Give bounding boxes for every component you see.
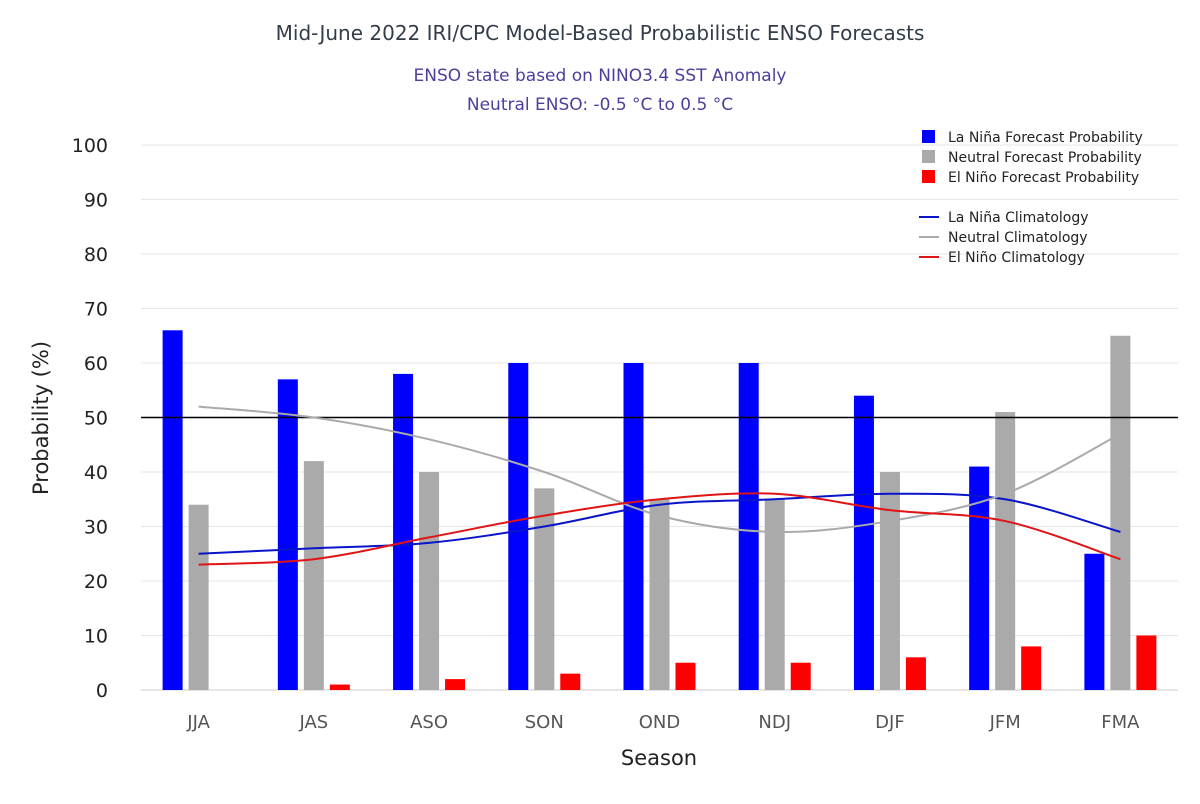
x-tick-label-son: SON xyxy=(525,712,564,733)
la-nina-bar-ond xyxy=(623,363,644,690)
neutral-bar-fma xyxy=(1110,335,1131,690)
x-tick-label-fma: FMA xyxy=(1101,712,1140,733)
legend-swatch-la-nina-forecast-probability xyxy=(922,130,935,143)
y-axis-ticks: 0 10 20 30 40 50 60 70 80 90 100 xyxy=(72,135,108,702)
neutral-bar-djf xyxy=(879,472,900,690)
y-axis-title: Probability (%) xyxy=(29,341,53,495)
y-tick-label: 90 xyxy=(84,190,108,212)
x-tick-label-ndj: NDJ xyxy=(758,712,791,733)
la-nina-climatology-line xyxy=(198,492,1121,555)
neutral-bar-ndj xyxy=(764,499,785,690)
y-tick-label: 30 xyxy=(84,517,108,539)
neutral-bar-jfm xyxy=(995,412,1016,690)
el-nino-climatology-line xyxy=(198,492,1121,566)
neutral-bar-son xyxy=(534,488,555,690)
x-tick-label-djf: DJF xyxy=(875,712,905,733)
el-nino-bar-aso xyxy=(445,679,466,690)
neutral-bar-ond xyxy=(649,499,670,690)
el-nino-bar-djf xyxy=(905,657,926,690)
legend-swatch-el-nino-forecast-probability xyxy=(922,170,935,183)
y-tick-label: 50 xyxy=(84,408,108,430)
neutral-bar-jas xyxy=(303,461,324,690)
y-tick-label: 40 xyxy=(84,462,108,484)
y-tick-label: 70 xyxy=(84,299,108,321)
el-nino-bar-son xyxy=(560,673,581,690)
chart-subtitle-line-1: ENSO state based on NINO3.4 SST Anomaly xyxy=(413,66,786,86)
neutral-bar-jja xyxy=(188,504,209,690)
neutral-bar-aso xyxy=(419,472,440,690)
y-tick-label: 10 xyxy=(84,626,108,648)
y-tick-label: 20 xyxy=(84,571,108,593)
el-nino-bar-ond xyxy=(675,662,696,690)
x-tick-label-jja: JJA xyxy=(186,712,210,733)
y-tick-label: 100 xyxy=(72,135,108,157)
el-nino-bar-ndj xyxy=(790,662,811,690)
neutral-climatology-line xyxy=(198,405,1121,534)
legend-label-neutral-forecast-probability: Neutral Forecast Probability xyxy=(948,150,1142,166)
la-nina-bar-jfm xyxy=(969,466,990,690)
el-nino-bar-jfm xyxy=(1021,646,1042,690)
el-nino-bar-jas xyxy=(329,684,350,690)
legend-label-el-nino-climatology: El Niño Climatology xyxy=(948,250,1085,266)
la-nina-bar-fma xyxy=(1084,553,1105,690)
chart-title: Mid-June 2022 IRI/CPC Model-Based Probab… xyxy=(276,21,925,45)
y-tick-label: 0 xyxy=(96,680,108,702)
la-nina-bar-jas xyxy=(277,379,298,690)
la-nina-bar-son xyxy=(508,363,529,690)
legend-label-la-nina-climatology: La Niña Climatology xyxy=(948,210,1089,226)
legend: La Niña Forecast Probability Neutral Fore… xyxy=(919,130,1143,266)
x-tick-label-jfm: JFM xyxy=(989,712,1021,733)
legend-label-neutral-climatology: Neutral Climatology xyxy=(948,230,1088,246)
la-nina-bar-aso xyxy=(393,373,414,690)
legend-label-el-nino-forecast-probability: El Niño Forecast Probability xyxy=(948,170,1139,186)
x-tick-label-jas: JAS xyxy=(298,712,328,733)
x-axis-title: Season xyxy=(621,746,697,770)
y-tick-label: 60 xyxy=(84,353,108,375)
climatology-lines xyxy=(198,405,1121,566)
forecast-bars xyxy=(141,330,1178,690)
legend-swatch-neutral-forecast-probability xyxy=(922,150,935,163)
la-nina-bar-djf xyxy=(853,395,874,690)
y-tick-label: 80 xyxy=(84,244,108,266)
x-axis-ticks: JJA JAS ASO SON OND NDJ DJF JFM FMA xyxy=(186,712,1140,733)
el-nino-bar-fma xyxy=(1136,635,1157,690)
la-nina-bar-ndj xyxy=(738,363,759,690)
x-tick-label-ond: OND xyxy=(639,712,681,733)
x-tick-label-aso: ASO xyxy=(410,712,448,733)
legend-label-la-nina-forecast-probability: La Niña Forecast Probability xyxy=(948,130,1143,146)
la-nina-bar-jja xyxy=(162,330,183,690)
chart-subtitle-line-2: Neutral ENSO: -0.5 °C to 0.5 °C xyxy=(467,95,733,115)
